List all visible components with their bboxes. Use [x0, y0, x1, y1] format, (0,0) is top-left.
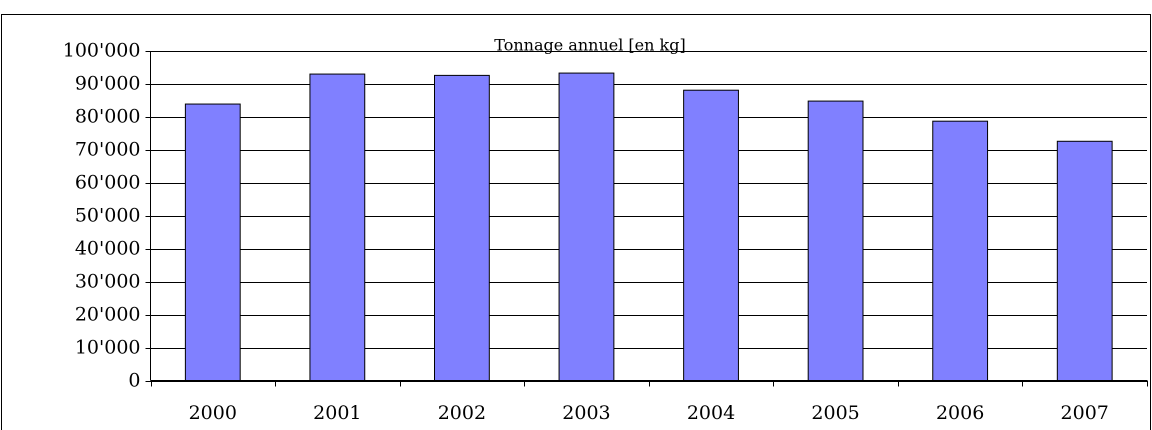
y-tick-label: 20'000 [75, 304, 141, 326]
bar [807, 100, 864, 381]
y-tick-label: 70'000 [75, 139, 141, 161]
x-tick-label: 2004 [687, 402, 735, 424]
bar [184, 103, 241, 381]
x-tick-label: 2006 [936, 402, 984, 424]
y-tick-label: 60'000 [75, 172, 141, 194]
y-tick-label: 100'000 [63, 40, 141, 62]
y-tick-label: 90'000 [75, 73, 141, 95]
x-tick-label: 2007 [1061, 402, 1109, 424]
y-tick-label: 40'000 [75, 238, 141, 260]
bar [309, 73, 366, 381]
x-tick-label: 2002 [438, 402, 486, 424]
bar [1056, 140, 1113, 381]
y-tick-label: 0 [128, 370, 140, 392]
bar [932, 120, 989, 381]
bar [683, 89, 739, 381]
chart-title: Tonnage annuel [en kg] [494, 36, 685, 55]
y-tick-label: 50'000 [75, 205, 141, 227]
y-tick-label: 30'000 [75, 271, 141, 293]
x-tick-label: 2005 [811, 402, 859, 424]
chart-frame [1, 14, 1151, 430]
y-tick-label: 80'000 [75, 106, 141, 128]
bar [434, 74, 490, 382]
x-tick-label: 2003 [562, 402, 610, 424]
x-tick-label: 2001 [313, 402, 361, 424]
x-tick-label: 2000 [189, 402, 237, 424]
bar [558, 72, 615, 381]
y-tick-label: 10'000 [75, 337, 141, 359]
